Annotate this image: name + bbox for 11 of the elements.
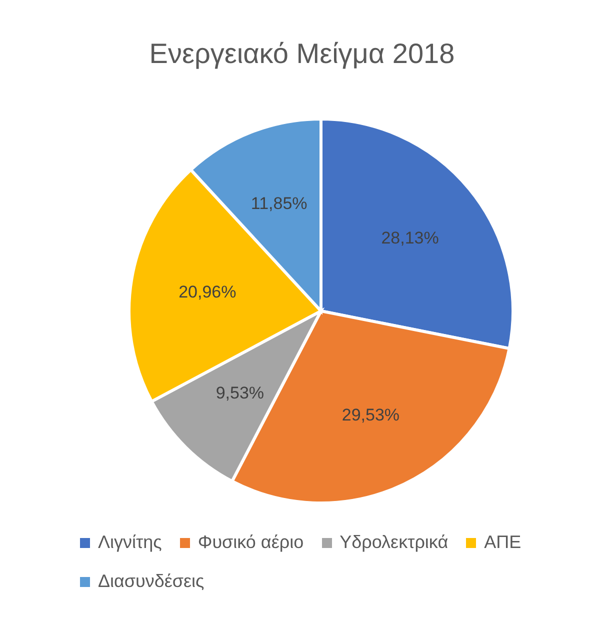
legend-label: ΑΠΕ bbox=[484, 532, 522, 553]
data-label: 28,13% bbox=[381, 228, 439, 248]
legend-label: Διασυνδέσεις bbox=[98, 571, 204, 592]
legend-label: Φυσικό αέριο bbox=[198, 532, 304, 553]
data-label: 20,96% bbox=[178, 282, 236, 302]
data-label: 9,53% bbox=[216, 383, 264, 402]
data-label: 11,85% bbox=[250, 194, 308, 214]
legend-label: Λιγνίτης bbox=[98, 532, 162, 553]
legend-label: Υδρολεκτρικά bbox=[340, 532, 448, 553]
data-label: 29,53% bbox=[342, 405, 400, 424]
chart-title: Ενεργειακό Μείγμα 2018 bbox=[148, 38, 456, 70]
